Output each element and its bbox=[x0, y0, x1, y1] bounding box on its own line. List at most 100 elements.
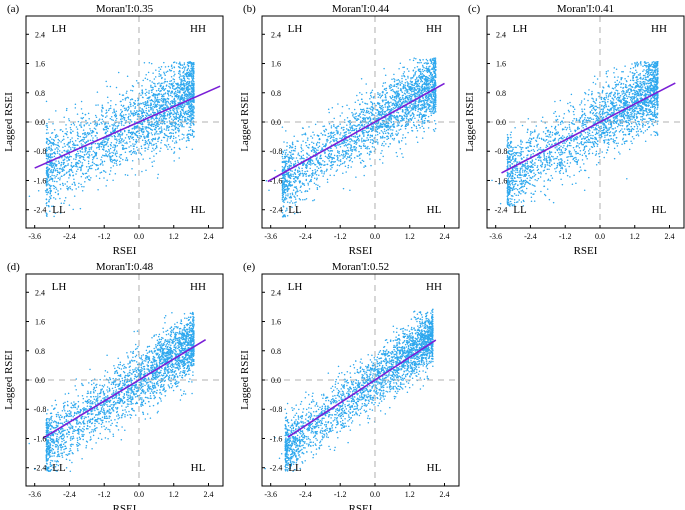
scatter-point bbox=[381, 85, 384, 87]
scatter-point bbox=[425, 58, 428, 61]
scatter-point bbox=[167, 148, 169, 150]
scatter-point bbox=[342, 153, 345, 155]
scatter-point bbox=[315, 178, 318, 181]
scatter-point bbox=[333, 154, 336, 157]
scatter-point bbox=[386, 125, 388, 128]
scatter-point bbox=[302, 154, 305, 157]
scatter-point bbox=[145, 109, 147, 112]
scatter-point bbox=[154, 76, 157, 78]
scatter-point bbox=[94, 123, 96, 125]
scatter-point bbox=[99, 172, 101, 174]
scatter-point bbox=[150, 102, 152, 105]
scatter-point bbox=[57, 177, 59, 179]
scatter-point bbox=[188, 126, 191, 128]
scatter-point bbox=[95, 125, 97, 127]
scatter-point bbox=[76, 131, 79, 133]
scatter-point bbox=[338, 152, 340, 155]
scatter-point bbox=[328, 135, 331, 137]
scatter-point bbox=[287, 188, 290, 190]
scatter-point bbox=[322, 159, 324, 162]
scatter-point bbox=[345, 141, 347, 144]
scatter-point bbox=[45, 191, 48, 193]
scatter-point bbox=[52, 184, 55, 187]
scatter-point bbox=[140, 94, 142, 97]
scatter-point bbox=[62, 162, 65, 164]
scatter-point bbox=[82, 173, 85, 175]
scatter-point bbox=[171, 67, 173, 69]
scatter-point bbox=[70, 132, 72, 135]
scatter-point bbox=[88, 147, 90, 149]
scatter-point bbox=[57, 193, 59, 196]
scatter-point bbox=[424, 77, 427, 80]
scatter-point bbox=[48, 179, 51, 182]
scatter-point bbox=[82, 116, 85, 119]
scatter-point bbox=[371, 89, 374, 92]
scatter-point bbox=[367, 134, 369, 137]
scatter-point bbox=[282, 200, 284, 203]
scatter-point bbox=[75, 164, 78, 166]
scatter-point bbox=[155, 93, 157, 96]
scatter-point bbox=[162, 114, 164, 116]
scatter-point bbox=[141, 112, 144, 115]
scatter-point bbox=[154, 132, 156, 134]
scatter-point bbox=[112, 127, 114, 129]
scatter-point bbox=[387, 100, 389, 103]
scatter-point bbox=[404, 127, 407, 130]
scatter-point bbox=[369, 97, 371, 100]
scatter-point bbox=[352, 115, 354, 117]
scatter-point bbox=[115, 162, 117, 165]
scatter-point bbox=[189, 110, 191, 112]
scatter-point bbox=[136, 110, 138, 112]
scatter-point bbox=[146, 78, 149, 81]
scatter-point bbox=[120, 124, 123, 126]
scatter-point bbox=[395, 130, 398, 132]
scatter-point bbox=[302, 127, 304, 130]
scatter-point bbox=[321, 148, 324, 150]
scatter-point bbox=[172, 137, 175, 140]
scatter-point bbox=[293, 177, 296, 180]
scatter-point bbox=[340, 163, 342, 165]
scatter-point bbox=[309, 174, 311, 177]
scatter-point bbox=[181, 124, 184, 126]
scatter-point bbox=[187, 89, 189, 92]
scatter-point bbox=[429, 110, 432, 112]
scatter-point bbox=[85, 119, 87, 122]
scatter-point bbox=[49, 153, 52, 156]
scatter-point bbox=[182, 110, 185, 112]
scatter-point bbox=[70, 148, 72, 151]
scatter-point bbox=[284, 165, 286, 168]
scatter-point bbox=[59, 183, 61, 186]
scatter-point bbox=[405, 123, 407, 126]
scatter-point bbox=[63, 138, 65, 141]
scatter-point bbox=[140, 123, 143, 126]
scatter-point bbox=[172, 113, 174, 116]
scatter-point bbox=[166, 146, 168, 148]
scatter-point bbox=[394, 116, 396, 118]
scatter-point bbox=[52, 168, 55, 171]
scatter-point bbox=[173, 78, 176, 81]
scatter-point bbox=[74, 146, 76, 149]
scatter-point bbox=[178, 108, 180, 110]
x-axis-label: RSEI bbox=[113, 245, 137, 257]
scatter-point bbox=[432, 70, 435, 72]
scatter-point bbox=[80, 124, 82, 126]
scatter-point bbox=[136, 104, 139, 106]
scatter-point bbox=[96, 122, 98, 125]
scatter-point bbox=[285, 183, 288, 186]
scatter-point bbox=[50, 165, 53, 167]
scatter-point bbox=[311, 137, 314, 139]
scatter-point bbox=[158, 82, 160, 84]
scatter-point bbox=[386, 92, 389, 94]
scatter-point bbox=[151, 150, 153, 153]
scatter-point bbox=[288, 180, 291, 182]
scatter-point bbox=[134, 106, 137, 108]
scatter-point bbox=[313, 177, 316, 179]
scatter-point bbox=[406, 91, 408, 93]
scatter-point bbox=[412, 59, 415, 62]
scatter-point bbox=[174, 73, 176, 76]
scatter-point bbox=[70, 123, 73, 126]
scatter-point bbox=[152, 123, 154, 126]
scatter-point bbox=[372, 107, 375, 110]
scatter-point bbox=[303, 158, 305, 160]
scatter-point bbox=[169, 70, 172, 72]
